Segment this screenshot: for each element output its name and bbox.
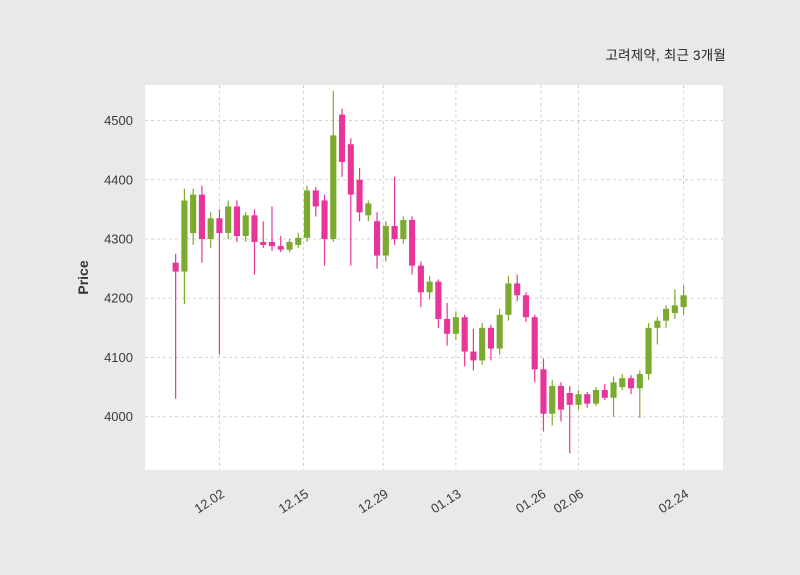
candle-body-up	[479, 327, 486, 361]
x-tick-label: 01.26	[513, 486, 548, 516]
candle-body-up	[330, 135, 337, 239]
candle-body-down	[522, 295, 530, 318]
candle-body-up	[619, 378, 626, 388]
candle-body-up	[426, 281, 433, 293]
candle-body-up	[671, 305, 678, 314]
candle-body-down	[356, 179, 363, 213]
x-tick-label: 01.13	[428, 486, 463, 516]
candle-body-down	[374, 221, 381, 256]
x-tick-label: 12.02	[192, 486, 227, 516]
candle-body-down	[391, 225, 398, 239]
candle-body-up	[382, 225, 389, 256]
candle-body-down	[566, 393, 573, 405]
candle-body-up	[496, 314, 503, 349]
candle-body-up	[654, 320, 661, 328]
candle-body-down	[277, 246, 284, 250]
candle-body-down	[470, 351, 477, 361]
candle-body-up	[242, 215, 249, 237]
candle-body-down	[251, 215, 258, 242]
candle-body-up	[365, 203, 372, 216]
candle-body-down	[601, 390, 608, 398]
y-tick-label: 4100	[104, 350, 133, 365]
candle-body-down	[514, 283, 521, 296]
candle-body-down	[444, 318, 451, 334]
candle-body-up	[181, 200, 188, 272]
candle-body-up	[575, 394, 582, 405]
candle-body-down	[531, 317, 538, 370]
candle-body-down	[540, 369, 547, 414]
candle-body-down	[198, 194, 205, 239]
plot-area	[145, 85, 723, 470]
candle-body-down	[312, 190, 319, 207]
candle-body-down	[347, 144, 354, 195]
candle-body-down	[557, 385, 565, 410]
x-tick-label: 02.06	[551, 486, 586, 516]
candle-body-up	[295, 237, 302, 245]
candle-body-down	[260, 241, 267, 245]
y-tick-label: 4500	[104, 113, 133, 128]
y-axis-label: Price	[75, 260, 91, 294]
y-tick-label: 4200	[104, 291, 133, 306]
candle-body-down	[584, 394, 591, 404]
candle-body-up	[286, 241, 293, 250]
candle-body-up	[452, 317, 459, 334]
candle-body-up	[225, 206, 232, 234]
candle-body-up	[400, 220, 407, 239]
candle-body-up	[505, 283, 512, 315]
candle-body-down	[627, 378, 635, 389]
candle-body-up	[663, 308, 670, 321]
chart-title: 고려제약, 최근 3개월	[605, 48, 726, 63]
candle-body-up	[303, 190, 311, 238]
y-tick-label: 4400	[104, 172, 133, 187]
candle-body-up	[645, 327, 652, 375]
candle-body-down	[338, 114, 346, 162]
candle-body-down	[461, 317, 468, 352]
candle-body-up	[207, 218, 214, 239]
candle-body-up	[610, 382, 617, 398]
candle-body-down	[417, 265, 424, 293]
candle-body-down	[321, 200, 328, 239]
candle-body-down	[172, 262, 179, 272]
candle-body-down	[216, 218, 223, 234]
x-tick-label: 12.15	[276, 486, 311, 516]
x-tick-label: 02.24	[656, 486, 691, 516]
candle-body-down	[233, 206, 241, 237]
y-tick-label: 4000	[104, 409, 133, 424]
candle-body-up	[636, 374, 643, 389]
candle-body-down	[268, 241, 276, 247]
candle-body-up	[190, 194, 197, 234]
candle-body-up	[680, 295, 687, 308]
candle-body-up	[592, 390, 600, 404]
x-tick-label: 12.29	[355, 486, 390, 516]
candle-body-up	[549, 385, 556, 414]
candle-body-down	[435, 281, 442, 319]
candle-body-down	[409, 220, 416, 266]
y-tick-label: 4300	[104, 232, 133, 247]
candle-body-down	[487, 327, 494, 349]
